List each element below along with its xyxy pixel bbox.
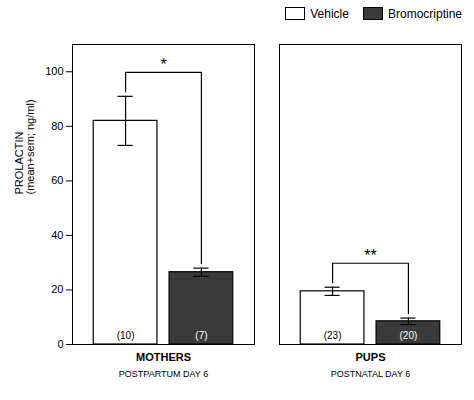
svg-text:100: 100 (45, 65, 63, 77)
svg-text:MOTHERS: MOTHERS (136, 351, 191, 363)
svg-text:(23): (23) (324, 330, 342, 341)
svg-text:**: ** (364, 247, 376, 264)
html-text:Bromocriptine: Bromocriptine (388, 6, 462, 21)
svg-text:PROLACTIN(mean+sem; ng/ml): PROLACTIN(mean+sem; ng/ml) (13, 99, 36, 194)
svg-text:(20): (20) (400, 330, 418, 341)
svg-text:POSTPARTUM DAY 6: POSTPARTUM DAY 6 (119, 369, 208, 379)
svg-text:20: 20 (51, 283, 63, 295)
html-text:Vehicle: Vehicle (310, 6, 349, 21)
svg-text:60: 60 (51, 174, 63, 186)
svg-text:40: 40 (51, 229, 63, 241)
svg-text:(10): (10) (117, 330, 135, 341)
svg-text:0: 0 (57, 338, 63, 350)
svg-text:*: * (160, 56, 166, 73)
svg-text:POSTNATAL DAY 6: POSTNATAL DAY 6 (331, 369, 411, 379)
svg-text:(7): (7) (195, 330, 207, 341)
svg-text:PUPS: PUPS (356, 351, 386, 363)
svg-text:80: 80 (51, 120, 63, 132)
